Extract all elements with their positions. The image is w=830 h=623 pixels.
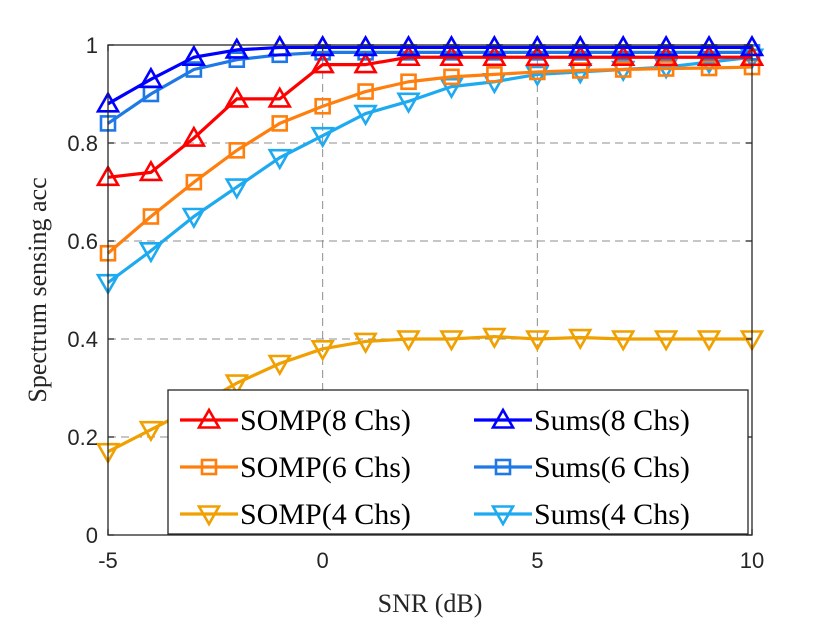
data-point xyxy=(482,327,507,350)
data-point xyxy=(568,328,593,351)
y-tick-label: 1 xyxy=(86,33,98,58)
data-point xyxy=(267,34,292,57)
data-point xyxy=(142,208,160,225)
data-point xyxy=(224,374,250,396)
legend-label-somp-8: SOMP(8 Chs) xyxy=(240,404,411,437)
data-point xyxy=(353,34,378,57)
data-point xyxy=(525,34,550,57)
y-tick-label: 0.8 xyxy=(67,131,98,156)
data-point xyxy=(614,61,632,78)
legend-marker xyxy=(490,505,516,527)
legend-label-sums-8: Sums(8 Chs) xyxy=(534,404,690,437)
data-point xyxy=(525,65,550,88)
data-point xyxy=(310,126,335,149)
data-point xyxy=(439,77,464,100)
data-point xyxy=(181,125,207,147)
x-tick-label: 10 xyxy=(740,548,764,573)
data-point xyxy=(653,34,679,57)
legend-label-somp-6: SOMP(6 Chs) xyxy=(240,451,411,484)
legend-marker xyxy=(196,407,222,429)
data-point xyxy=(138,66,164,89)
data-point xyxy=(314,97,331,115)
series-line xyxy=(107,45,752,106)
series-line xyxy=(107,50,752,125)
series-line xyxy=(106,65,753,255)
data-point xyxy=(310,34,335,57)
data-point xyxy=(138,159,164,182)
data-point xyxy=(138,242,164,264)
data-point xyxy=(610,330,636,352)
data-point xyxy=(185,173,203,191)
data-point xyxy=(696,34,722,57)
data-point xyxy=(525,330,550,352)
plot-frame xyxy=(107,44,753,536)
y-axis-title: Spectrum sensing acc xyxy=(23,177,52,402)
data-point xyxy=(267,148,292,171)
legend-label-sums-4: Sums(4 Chs) xyxy=(534,498,690,531)
legend: SOMP(8 Chs) Sums(8 Chs) SOMP(6 Chs) Sums… xyxy=(167,389,749,535)
data-point xyxy=(310,51,335,74)
data-point xyxy=(610,34,636,57)
data-point xyxy=(400,73,417,91)
legend-label-sums-6: Sums(6 Chs) xyxy=(534,451,690,484)
x-tick-label: -5 xyxy=(98,548,118,573)
legend-marker xyxy=(490,407,516,429)
data-point xyxy=(181,207,207,230)
legend-marker xyxy=(494,458,512,476)
data-point xyxy=(224,178,250,200)
data-point xyxy=(271,115,289,132)
data-point xyxy=(700,59,718,77)
data-point xyxy=(439,34,464,57)
legend-label-somp-4: SOMP(4 Chs) xyxy=(240,498,411,531)
data-point xyxy=(568,34,593,57)
data-point xyxy=(353,51,378,74)
data-point xyxy=(696,330,722,352)
data-point xyxy=(138,420,164,443)
data-point xyxy=(267,354,292,377)
legend-box xyxy=(167,389,749,535)
legend-marker xyxy=(196,505,222,527)
data-point xyxy=(657,60,675,77)
x-axis-title: SNR (dB) xyxy=(378,589,483,618)
data-point xyxy=(353,104,378,127)
data-point xyxy=(310,339,335,362)
legend-marker xyxy=(200,458,218,476)
data-point xyxy=(228,51,246,69)
data-point xyxy=(181,44,207,67)
data-point xyxy=(439,330,464,352)
data-point xyxy=(185,61,203,78)
data-point xyxy=(486,66,503,83)
data-point xyxy=(482,34,507,57)
y-tick-label: 0.6 xyxy=(67,229,98,254)
y-tick-label: 0.2 xyxy=(67,425,98,450)
y-tick-label: 0 xyxy=(86,523,98,548)
data-point xyxy=(396,34,421,57)
data-point xyxy=(357,83,374,100)
data-point xyxy=(224,37,250,59)
x-tick-label: 5 xyxy=(531,548,543,573)
x-tick-label: 0 xyxy=(317,548,329,573)
data-point xyxy=(353,332,378,355)
y-tick-label: 0.4 xyxy=(67,327,98,352)
data-point xyxy=(653,330,679,352)
data-point xyxy=(396,330,421,352)
data-point xyxy=(396,92,421,114)
series-line xyxy=(107,55,752,179)
data-point xyxy=(228,142,246,159)
data-point xyxy=(267,86,292,108)
data-point xyxy=(443,68,460,86)
data-point xyxy=(224,86,250,108)
